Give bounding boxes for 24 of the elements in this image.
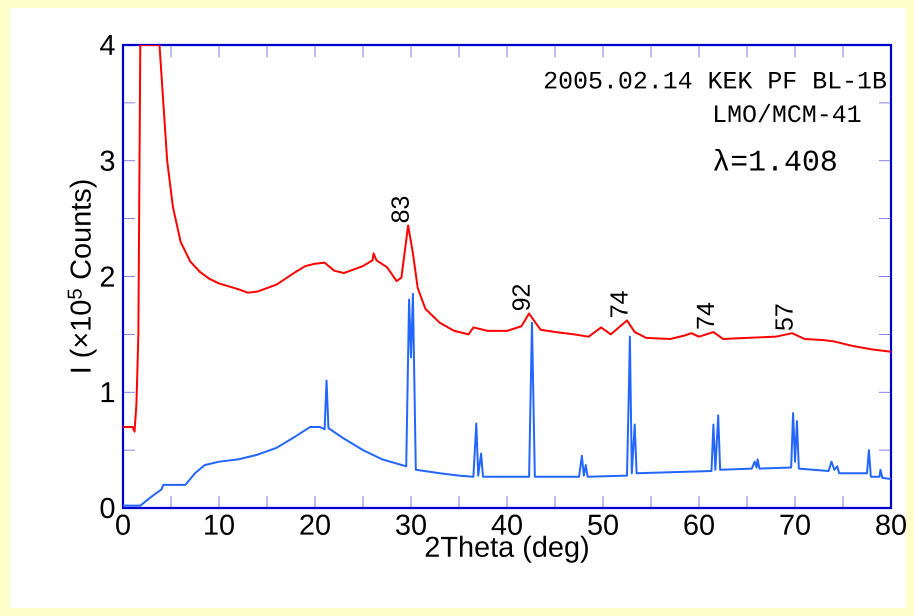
x-tick-label: 0 xyxy=(116,514,130,535)
annotation: 57 xyxy=(775,304,793,330)
y-axis-title: I (×10$^{5}$ Counts) xyxy=(68,180,97,372)
annotation: 92 xyxy=(512,284,530,310)
annotation: 74 xyxy=(696,302,714,329)
annotation: 74 xyxy=(610,291,628,317)
annotation: LMO/MCM-41 xyxy=(715,104,860,122)
x-axis-title: 2Theta (deg) xyxy=(426,536,588,563)
y-tick-label: 3 xyxy=(100,150,114,171)
x-tick-label: 40 xyxy=(492,514,522,535)
y-tick-label: 0 xyxy=(100,498,114,518)
y-tick-label: 4 xyxy=(100,35,115,55)
x-tick-label: 70 xyxy=(780,514,810,535)
x-tick-label: 80 xyxy=(876,514,906,535)
x-tick-label: 10 xyxy=(205,514,234,535)
y-tick-label: 1 xyxy=(102,382,114,402)
annotation: 2005.02.14 KEK PF BL-1B xyxy=(544,72,886,89)
x-tick-label: 50 xyxy=(588,514,618,535)
y-tick-label: 2 xyxy=(100,266,114,287)
x-tick-label: 60 xyxy=(684,514,714,535)
annotation: 83 xyxy=(391,196,409,222)
annotation: λ=1.408 xyxy=(714,148,836,171)
x-tick-label: 30 xyxy=(396,514,426,535)
x-tick-label: 20 xyxy=(300,514,330,535)
